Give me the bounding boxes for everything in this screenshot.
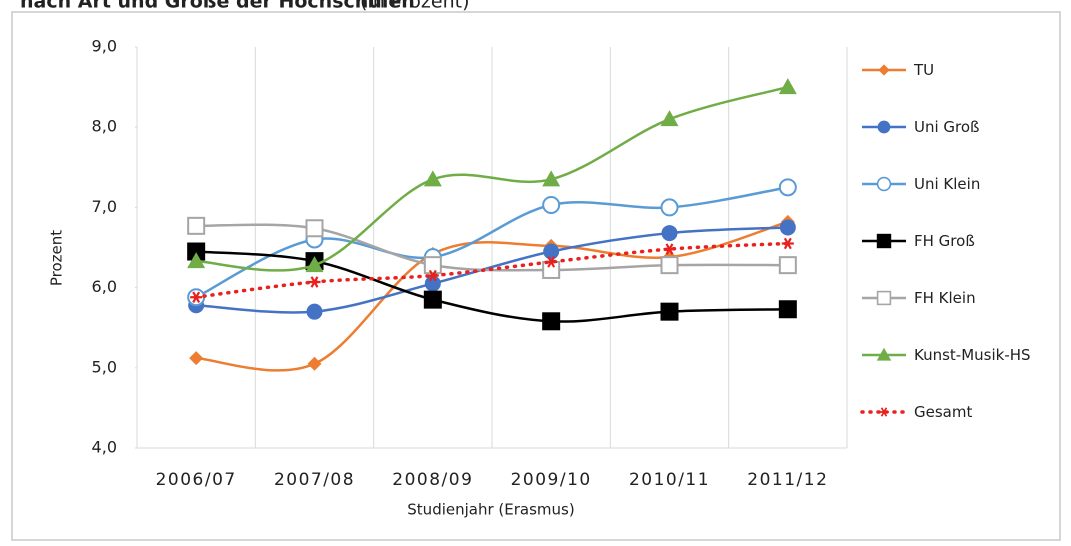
marker <box>423 256 442 275</box>
marker <box>876 347 892 361</box>
series-line <box>196 223 788 272</box>
series-line <box>196 250 788 323</box>
marker <box>543 243 560 260</box>
legend-label: Uni Klein <box>914 175 981 193</box>
marker <box>306 303 323 320</box>
y-tick-label: 6,0 <box>92 277 117 296</box>
y-tick-label: 8,0 <box>92 117 117 136</box>
legend-label: Gesamt <box>914 403 973 421</box>
marker <box>426 269 439 282</box>
marker <box>877 120 891 134</box>
legend-label: FH Groß <box>914 232 975 250</box>
x-tick-label: 2009/10 <box>511 470 592 490</box>
marker <box>778 178 797 197</box>
marker <box>660 256 679 275</box>
marker <box>542 260 561 279</box>
marker <box>305 256 324 273</box>
x-tick-label: 2006/07 <box>156 470 237 490</box>
legend-marker <box>877 120 891 134</box>
marker <box>879 407 889 417</box>
legend-marker <box>876 176 892 192</box>
y-tick-label: 9,0 <box>92 37 117 56</box>
marker <box>545 256 558 268</box>
marker <box>781 237 794 250</box>
marker <box>778 300 797 319</box>
series-line <box>196 226 788 314</box>
marker <box>660 302 679 321</box>
marker <box>308 276 321 288</box>
marker <box>876 233 892 249</box>
legend-label: TU <box>914 61 935 79</box>
legend-label: Kunst-Musik-HS <box>914 346 1031 364</box>
chart-title: nach Art und Größe der Hochschulen <box>20 0 415 13</box>
legend-marker <box>879 407 889 417</box>
marker <box>423 290 442 309</box>
marker <box>660 110 679 127</box>
legend-label: Uni Groß <box>914 118 980 136</box>
series-line <box>196 85 789 272</box>
marker <box>542 312 561 331</box>
y-tick-label: 5,0 <box>92 357 117 376</box>
marker <box>778 78 797 95</box>
marker <box>778 256 797 275</box>
series-line <box>194 241 790 299</box>
y-tick-label: 4,0 <box>92 438 117 457</box>
marker <box>187 252 206 269</box>
marker <box>876 290 892 306</box>
marker <box>189 351 204 366</box>
x-tick-label: 2010/11 <box>629 470 710 490</box>
marker <box>423 170 442 187</box>
legend-marker <box>876 347 892 361</box>
y-tick-label: 7,0 <box>92 197 117 216</box>
legend-marker <box>876 290 892 306</box>
marker <box>876 176 892 192</box>
marker <box>187 216 206 235</box>
x-axis-label: Studienjahr (Erasmus) <box>407 501 574 519</box>
chart-frame <box>11 11 1061 541</box>
legend-marker <box>876 233 892 249</box>
marker <box>660 198 679 217</box>
marker <box>663 243 676 255</box>
y-axis-label: Prozent <box>48 230 66 286</box>
chart-subtitle: (in Prozent) <box>360 0 469 13</box>
marker <box>424 275 441 292</box>
marker <box>779 219 796 236</box>
marker <box>542 170 561 187</box>
marker <box>661 225 678 242</box>
x-tick-label: 2008/09 <box>392 470 473 490</box>
marker <box>187 242 206 261</box>
series-line <box>196 220 789 372</box>
marker <box>190 291 203 303</box>
marker <box>542 195 561 214</box>
marker <box>305 219 324 238</box>
marker <box>307 356 322 371</box>
legend-label: FH Klein <box>914 289 976 307</box>
x-tick-label: 2011/12 <box>747 470 828 490</box>
x-tick-label: 2007/08 <box>274 470 355 490</box>
